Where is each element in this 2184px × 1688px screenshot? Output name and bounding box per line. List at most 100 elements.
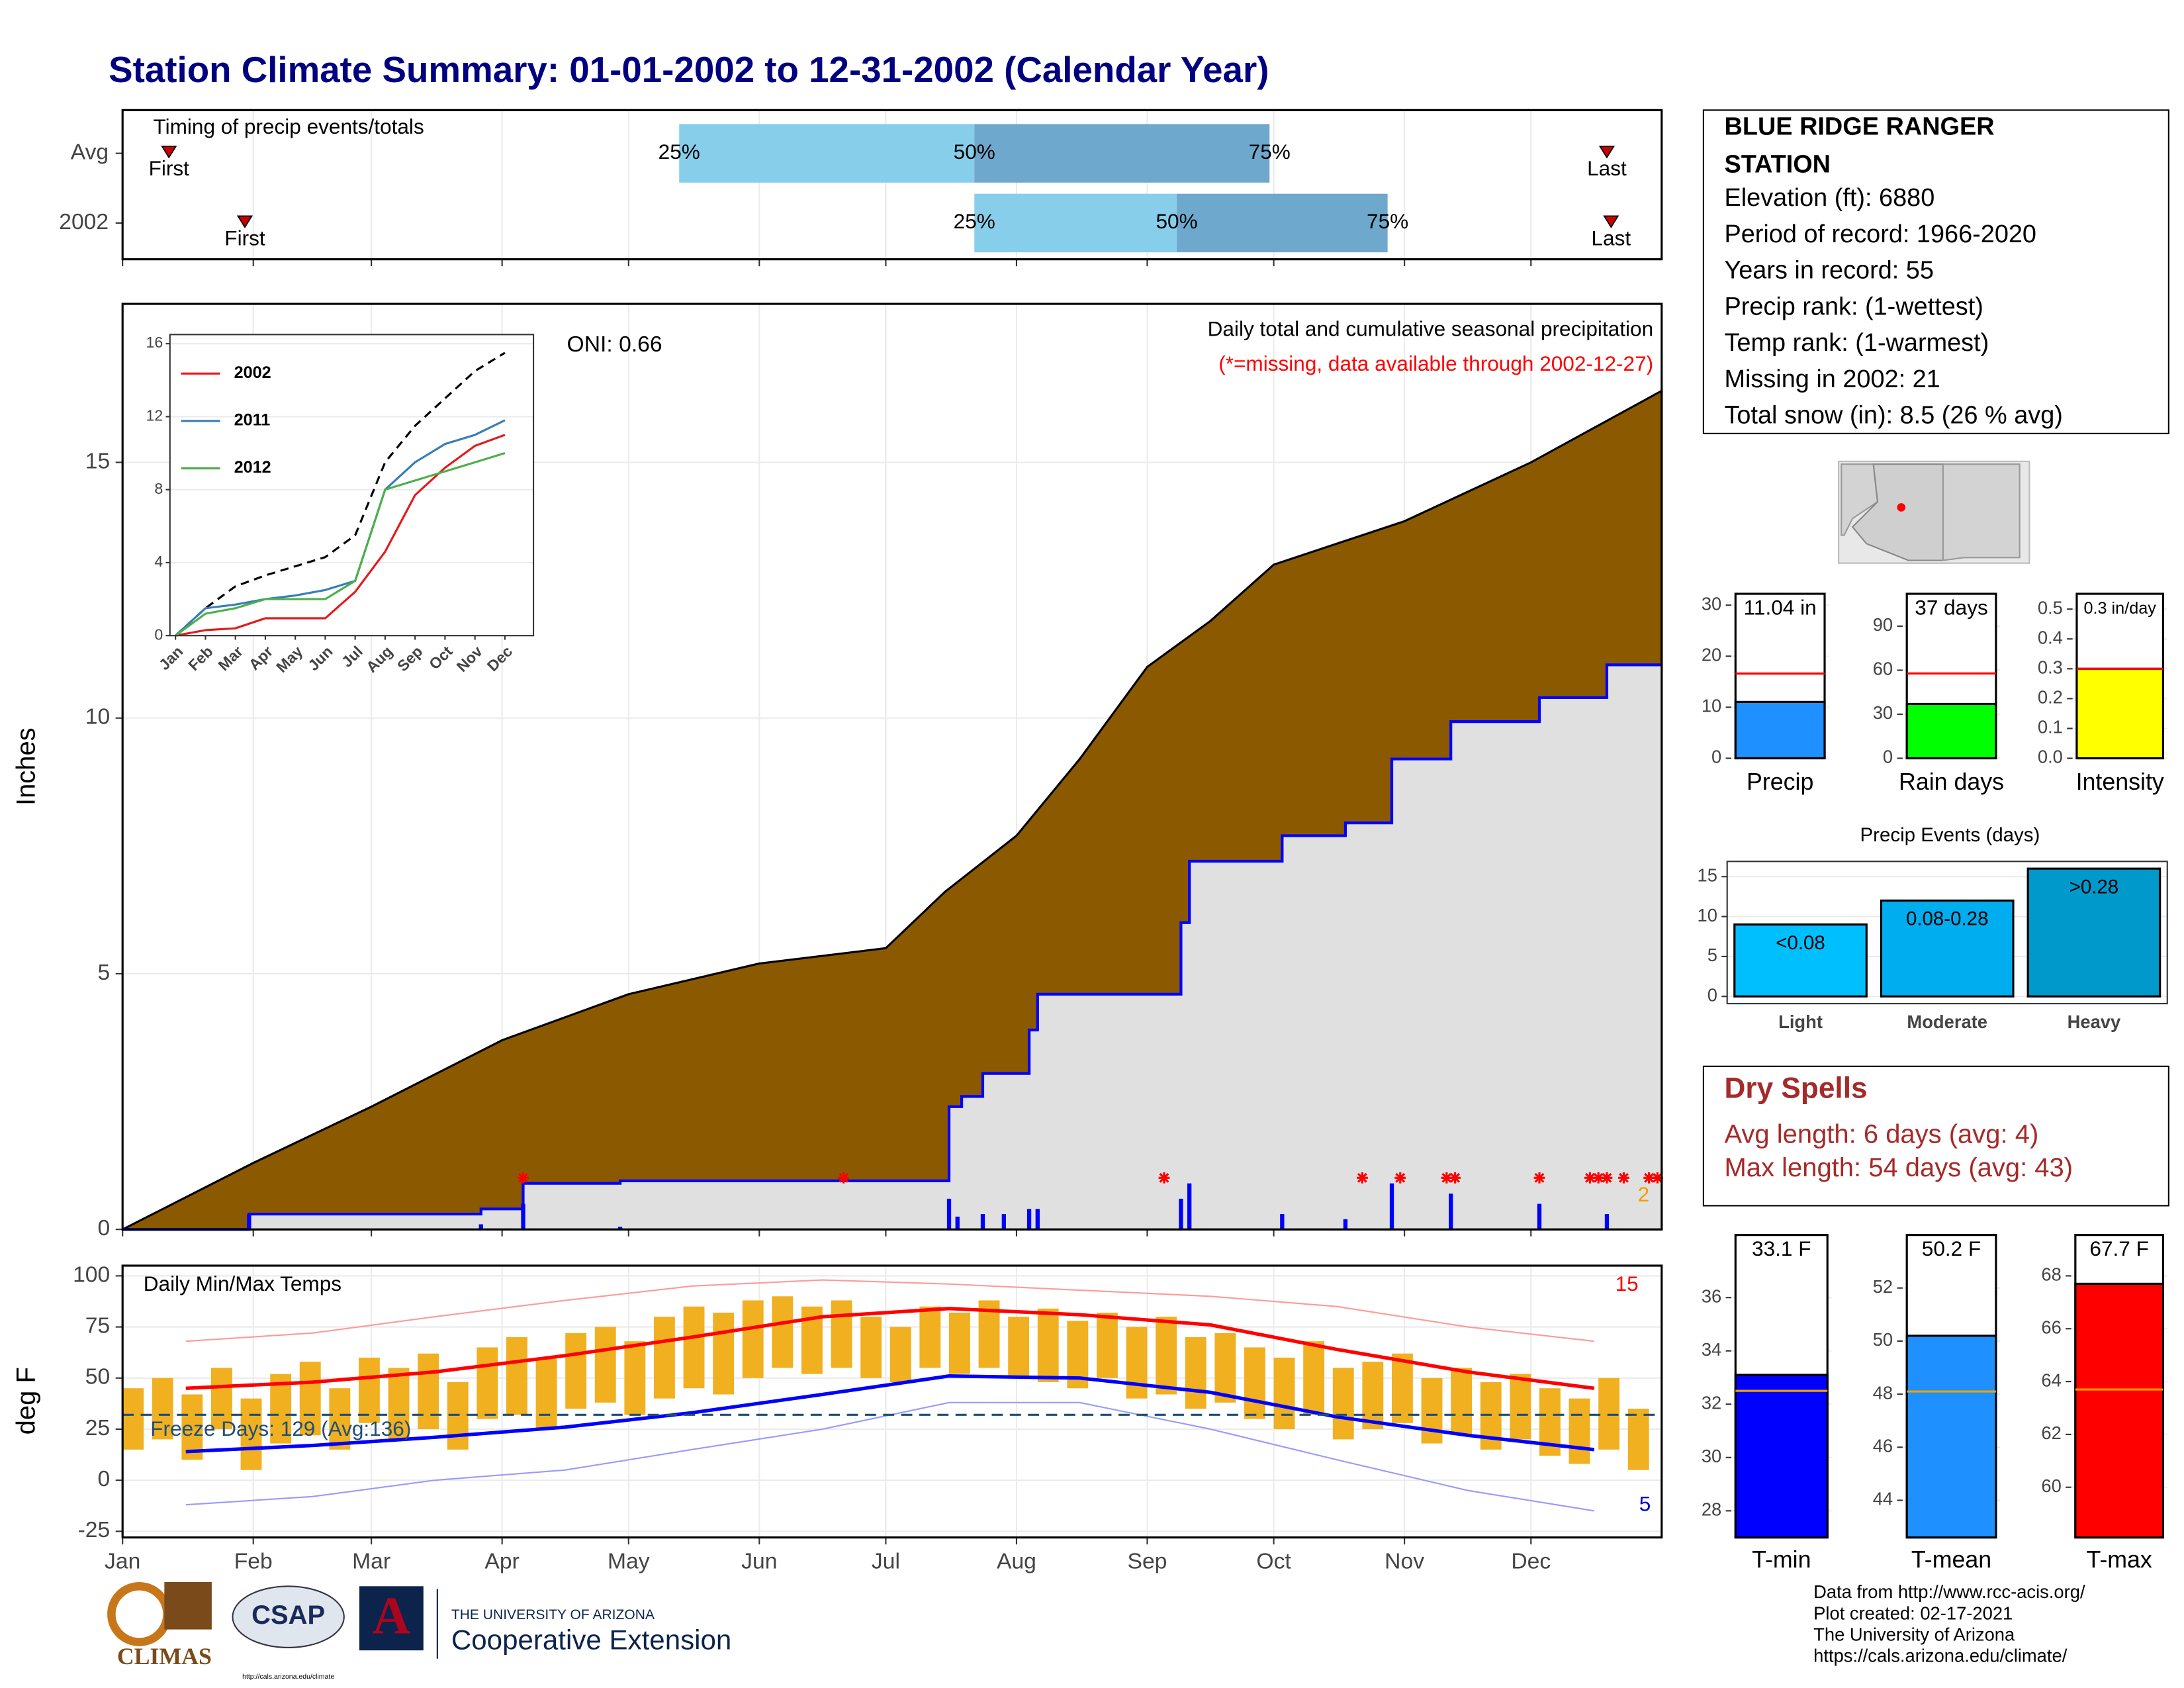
- csap-text: CSAP: [251, 1601, 325, 1630]
- station-detail: Temp rank: (1-warmest): [1724, 329, 1989, 357]
- temp-range-bar: [1510, 1374, 1531, 1440]
- ua-text: THE UNIVERSITY OF ARIZONA: [451, 1607, 655, 1622]
- y-tick-label: 32: [1702, 1392, 1721, 1413]
- temp-range-bar: [683, 1306, 705, 1389]
- temp-range-bar: [1273, 1357, 1295, 1429]
- footer-line: Plot created: 02-17-2021: [1813, 1603, 2013, 1623]
- temp-range-bar: [181, 1394, 203, 1460]
- y-tick-label: 36: [1702, 1286, 1721, 1306]
- freeze-label: Freeze Days: 129 (Avg:136): [150, 1417, 411, 1440]
- bar: [2075, 667, 2165, 760]
- inset-panel: [169, 334, 534, 636]
- temp-range-bar: [211, 1368, 232, 1429]
- missing-marker: [1592, 1172, 1604, 1184]
- row-label: Avg: [71, 140, 109, 165]
- timing-title: Timing of precip events/totals: [154, 115, 424, 138]
- y-tick-label: 5: [98, 961, 111, 985]
- x-tick-label: Mar: [352, 1549, 390, 1573]
- station-detail: Years in record: 55: [1724, 257, 1933, 285]
- y-tick-label: 50: [1873, 1329, 1893, 1350]
- map-state: [1942, 463, 2021, 561]
- percentile-label: 75%: [1367, 209, 1408, 233]
- x-tick-label: Moderate: [1907, 1011, 1987, 1032]
- missing-note: (*=missing, data available through 2002-…: [1218, 352, 1653, 375]
- events-frame: [1726, 861, 2168, 1005]
- y-tick-label: 0: [154, 626, 163, 643]
- temp-range-bar: [1421, 1378, 1443, 1444]
- missing-marker: [838, 1172, 850, 1184]
- temp-range-bar: [1569, 1398, 1590, 1464]
- y-tick-label: 8: [154, 480, 163, 497]
- y-tick-label: 15: [1698, 865, 1717, 885]
- y-tick-label: 60: [2041, 1476, 2061, 1496]
- temp-range-bar: [1126, 1327, 1148, 1399]
- temp-range-bar: [1156, 1317, 1177, 1395]
- percentile-label: 50%: [1156, 209, 1197, 233]
- event-label: Last: [1587, 156, 1627, 180]
- timing-bar-high: [974, 124, 1270, 183]
- temp-title: Daily Min/Max Temps: [144, 1272, 341, 1295]
- y-axis-label: deg F: [12, 1367, 41, 1434]
- value-label: 67.7 F: [2089, 1237, 2148, 1260]
- temp-range-bar: [1392, 1353, 1413, 1423]
- station-detail: Elevation (ft): 6880: [1724, 184, 1934, 212]
- temp-range-bar: [831, 1300, 852, 1368]
- x-tick-label: Feb: [234, 1549, 273, 1573]
- y-tick-label: 10: [1698, 905, 1717, 925]
- temp-range-bar: [122, 1388, 144, 1450]
- x-tick-label: Heavy: [2068, 1011, 2121, 1032]
- csap-url: http://cals.arizona.edu/climate: [242, 1673, 334, 1681]
- page-title: Station Climate Summary: 01-01-2002 to 1…: [109, 49, 1269, 90]
- y-tick-label: 10: [85, 705, 110, 729]
- station-dot: [1897, 503, 1906, 512]
- y-tick-label: 16: [146, 334, 163, 351]
- temp-range-bar: [240, 1398, 262, 1470]
- station-detail: Total snow (in): 8.5 (26 % avg): [1724, 402, 2062, 430]
- temp-range-bar: [1037, 1308, 1059, 1382]
- inset-line: [175, 452, 506, 637]
- value-label: 33.1 F: [1752, 1237, 1811, 1260]
- temp-range-bar: [418, 1353, 439, 1429]
- temp-range-bar: [772, 1296, 794, 1368]
- daily-precip-bar: [247, 1214, 251, 1230]
- x-tick-label: Dec: [1511, 1549, 1551, 1573]
- temp-range-bar: [860, 1317, 882, 1378]
- missing-marker: [1441, 1172, 1453, 1184]
- temp-range-bar: [1303, 1341, 1325, 1415]
- daily-precip-bar: [955, 1216, 960, 1230]
- panel-label: Rain days: [1899, 769, 2004, 795]
- csap-cloud: [232, 1585, 345, 1648]
- missing-marker: [1651, 1172, 1663, 1184]
- y-tick-label: 30: [1702, 593, 1721, 614]
- row-label: 2002: [59, 210, 109, 234]
- ua-mark: A: [373, 1587, 411, 1645]
- legend-label: 2012: [234, 458, 271, 477]
- x-tick-label: Jun: [741, 1549, 777, 1573]
- value-label: 50.2 F: [1922, 1237, 1981, 1260]
- record-high-count: 15: [1615, 1272, 1639, 1295]
- panel-subtitle: Daily total and cumulative seasonal prec…: [1208, 316, 1654, 340]
- station-detail: Missing in 2002: 21: [1724, 365, 1940, 393]
- daily-precip-bar: [1187, 1183, 1192, 1230]
- temp-range-bar: [949, 1312, 970, 1374]
- y-tick-label: 52: [1873, 1276, 1893, 1297]
- value-label: 37 days: [1915, 596, 1988, 620]
- footer-line: The University of Arizona: [1813, 1624, 2015, 1644]
- ua-block: [359, 1586, 424, 1651]
- temp-range-bar: [329, 1388, 351, 1450]
- cumulative-2002-area: [122, 665, 1662, 1230]
- inset-line: [175, 434, 506, 637]
- bar: [1905, 1335, 1997, 1539]
- y-tick-label: 0: [1707, 984, 1717, 1005]
- panel-label: Intensity: [2076, 769, 2164, 795]
- y-tick-label: 0.5: [2038, 597, 2063, 618]
- x-tick-label: Sep: [1128, 1549, 1167, 1573]
- y-tick-label: 75: [85, 1313, 110, 1338]
- temp-range-bar: [594, 1327, 616, 1403]
- oni-label: ONI: 0.66: [567, 332, 662, 357]
- y-tick-label: 0.4: [2038, 627, 2063, 647]
- climas-text: CLIMAS: [117, 1643, 212, 1669]
- panel-label: T-min: [1752, 1546, 1811, 1573]
- event-bar: [1880, 899, 2015, 998]
